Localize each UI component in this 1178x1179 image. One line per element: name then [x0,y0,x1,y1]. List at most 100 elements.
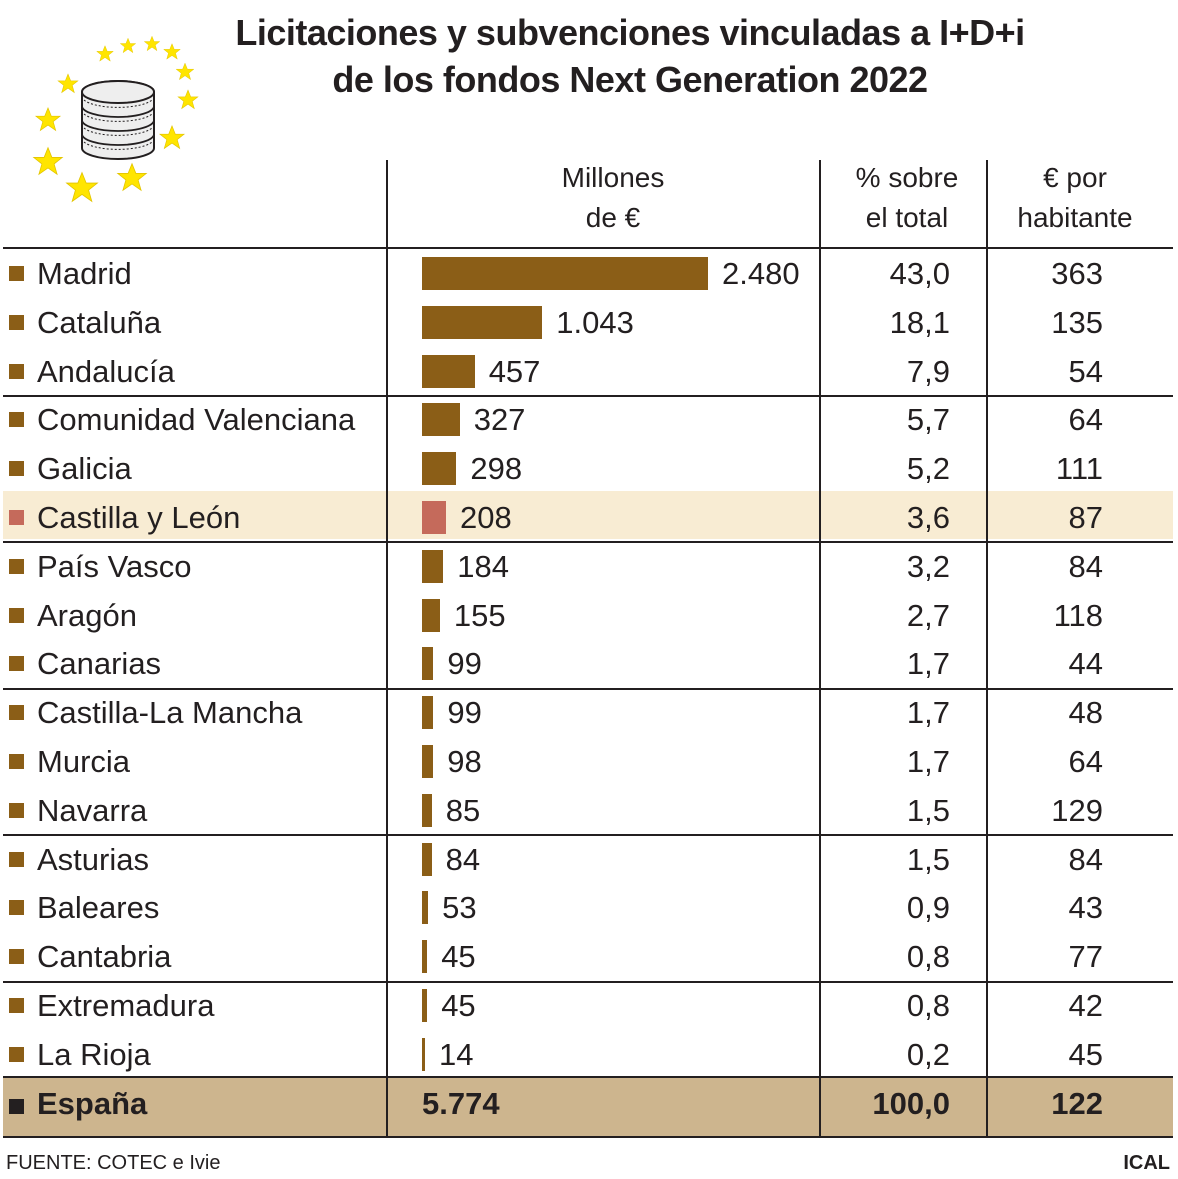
pct-value: 3,6 [906,500,950,535]
bar [422,257,708,290]
header-hab: € por habitante [1017,162,1133,233]
bar-value-label: 45 [441,988,476,1023]
row-marker [9,314,24,330]
hab-value: 363 [1051,256,1103,291]
bar-value-label: 45 [441,939,476,975]
row-marker [9,266,24,281]
row-divider [3,981,1173,983]
bar-value-label: 1.043 [556,304,634,340]
pct-value: 5,2 [906,451,950,487]
row-marker [9,900,24,916]
hab-value: 42 [1068,988,1103,1023]
region-label: Murcia [37,744,131,779]
region-label: La Rioja [37,1036,151,1072]
bar [422,793,432,827]
pct-value: 2,7 [906,597,950,633]
bar [422,696,434,730]
pct-value: 1,7 [906,744,950,779]
hab-value: 84 [1068,548,1103,584]
region-label: Baleares [37,890,160,926]
bar-value-label: 298 [470,451,523,487]
eu-stars-coins-icon [33,36,199,202]
bar-value-label: 184 [457,548,509,584]
row-marker [9,705,24,721]
row-marker [9,1046,24,1062]
total-row [3,1078,1173,1137]
bar [422,305,543,339]
row-marker [9,656,24,672]
credit: ICAL [1123,1152,1170,1174]
bar-value-label: 53 [442,890,477,926]
hab-value: 54 [1068,353,1103,389]
row-marker [9,510,24,525]
region-label: Andalucía [37,353,175,389]
pct-value: 1,7 [906,646,950,682]
bar [422,501,446,534]
region-label: Asturias [37,841,149,877]
region-label: Navarra [37,792,148,828]
pct-value: 1,5 [906,792,950,828]
region-label: Aragón [37,597,137,633]
region-label: Galicia [37,451,132,487]
total-hab: 122 [1051,1086,1103,1121]
bar [422,598,440,632]
bar [422,549,444,583]
row-marker [9,754,24,769]
column-divider [819,160,821,1138]
bar-value-label: 84 [445,841,481,877]
row-marker [9,998,24,1013]
pct-value: 0,8 [906,988,950,1023]
region-label: País Vasco [37,548,192,584]
total-millones: 5.774 [422,1086,500,1121]
region-label: Castilla-La Mancha [37,695,303,731]
region-label: Canarias [37,646,162,682]
bar-value-label: 2.480 [722,256,800,291]
row-marker [9,412,24,428]
bar-value-label: 155 [453,597,506,633]
row-marker [9,363,24,379]
hab-value: 84 [1068,841,1103,877]
bar-value-label: 98 [447,744,482,779]
pct-value: 7,9 [906,353,950,389]
hab-value: 77 [1068,939,1103,975]
pct-value: 0,9 [906,890,950,926]
region-label: Extremadura [37,988,215,1023]
row-marker [9,461,24,477]
hab-value: 64 [1068,744,1103,779]
row-marker [9,851,24,867]
hab-value: 45 [1068,1036,1103,1072]
region-label: Comunidad Valenciana [37,402,356,438]
pct-value: 0,8 [906,939,950,975]
row-divider [3,247,1173,249]
bar [422,989,428,1022]
header-pct: % sobre el total [855,162,959,233]
pct-value: 18,1 [889,304,950,340]
bar [422,842,432,876]
bar-value-label: 208 [459,500,512,535]
hab-value: 64 [1068,402,1103,438]
source-note: FUENTE: COTEC e Ivie [6,1152,221,1174]
hab-value: 111 [1055,451,1103,487]
pct-value: 1,7 [906,695,950,731]
pct-value: 1,5 [906,841,950,877]
region-label: Castilla y León [37,500,241,535]
row-divider [3,834,1173,836]
hab-value: 129 [1051,792,1103,828]
chart-title-line2: de los fondos Next Generation 2022 [332,59,928,100]
row-divider [3,1076,1173,1078]
hab-value: 135 [1051,304,1103,340]
bar [422,891,429,925]
bar [422,403,460,437]
highlight-row [3,491,1173,539]
row-marker [9,1099,24,1114]
row-divider [3,688,1173,690]
row-marker [9,949,24,965]
bar-value-label: 457 [488,353,541,389]
bar-value-label: 327 [473,402,526,438]
pct-value: 43,0 [889,256,950,291]
bar-value-label: 99 [447,695,482,731]
bar-value-label: 85 [445,792,481,828]
column-divider [986,160,988,1138]
region-label: Cantabria [37,939,172,975]
hab-value: 44 [1068,646,1103,682]
